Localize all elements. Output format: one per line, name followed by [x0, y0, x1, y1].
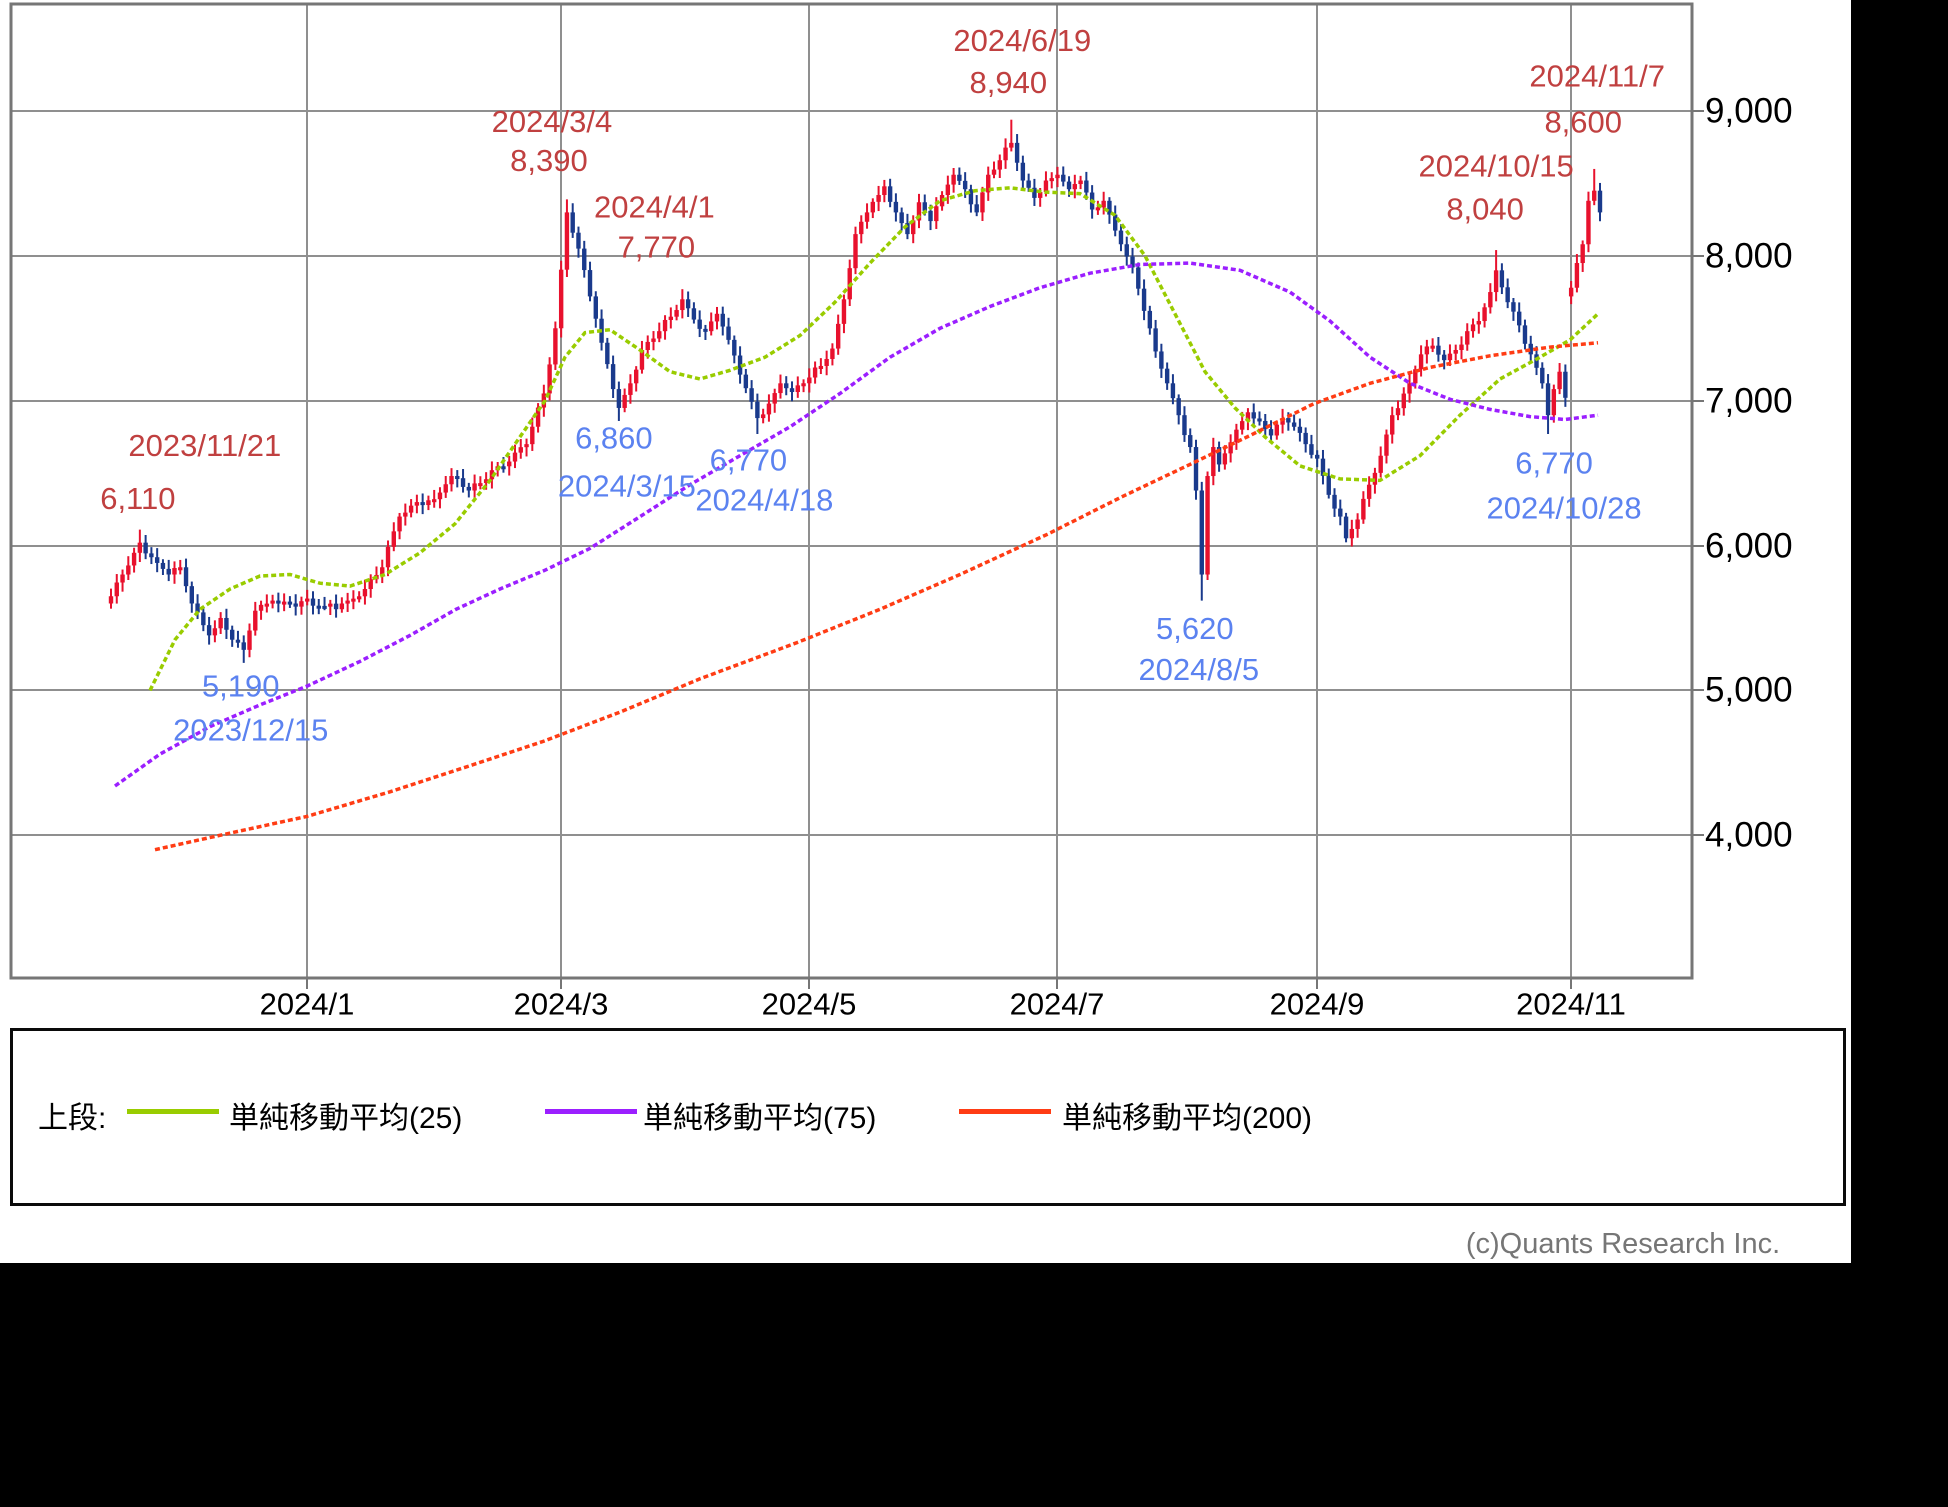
peak-annotation: 8,390	[510, 143, 588, 178]
plot-area	[108, 119, 1603, 852]
peak-annotation: 8,040	[1446, 192, 1524, 227]
legend-row: 上段: 単純移動平均(25) 単純移動平均(75) 単純移動平均(200)	[13, 1093, 1843, 1135]
trough-annotation: 6,860	[575, 420, 653, 455]
peak-annotation: 2024/11/7	[1529, 58, 1665, 93]
x-axis-label: 2024/1	[260, 987, 355, 1022]
y-axis-label: 8,000	[1705, 237, 1793, 276]
trough-annotation: 2024/3/15	[558, 468, 696, 503]
trough-annotation: 5,620	[1156, 611, 1234, 646]
sma75-label: 単純移動平均(75)	[643, 1102, 877, 1135]
y-axis-label: 4,000	[1705, 816, 1793, 855]
sma25-line-swatch	[127, 1109, 219, 1114]
x-axis-label: 2024/5	[762, 987, 857, 1022]
y-axis-label: 9,000	[1705, 92, 1793, 131]
trough-annotation: 2023/12/15	[173, 712, 328, 747]
trough-annotation: 2024/10/28	[1486, 491, 1641, 526]
peak-annotation: 8,940	[970, 65, 1048, 100]
peak-annotation: 2024/3/4	[492, 104, 613, 139]
copyright-text: (c)Quants Research Inc.	[1465, 1228, 1781, 1260]
peak-annotation: 6,110	[100, 481, 175, 516]
sma75-line	[113, 261, 1599, 788]
peak-annotation: 2024/6/19	[953, 23, 1091, 58]
peak-annotation: 2024/10/15	[1419, 149, 1574, 184]
chart-panel: 9,000 8,000 7,000 6,000 5,000 4,000 2024/1 2024…	[0, 0, 1851, 1263]
y-axis-label: 7,000	[1705, 382, 1793, 421]
y-axis-label: 5,000	[1705, 671, 1793, 710]
trough-annotation: 2024/8/5	[1138, 652, 1259, 687]
peak-annotation: 7,770	[618, 230, 696, 265]
x-axis-label: 2024/7	[1010, 987, 1105, 1022]
sma200-line-swatch	[959, 1109, 1051, 1114]
sma25-line	[148, 186, 1600, 692]
y-axis-label: 6,000	[1705, 527, 1793, 566]
sma200-line	[154, 341, 1599, 852]
trough-annotation: 6,770	[1515, 446, 1593, 481]
sma75-line-swatch	[545, 1109, 637, 1114]
legend-box: 上段: 単純移動平均(25) 単純移動平均(75) 単純移動平均(200)	[10, 1028, 1846, 1206]
x-axis-label: 2024/11	[1516, 987, 1626, 1022]
trough-annotation: 2024/4/18	[695, 483, 833, 518]
legend-prefix-label: 上段:	[38, 1102, 107, 1135]
trough-annotation: 6,770	[710, 443, 788, 478]
x-axis-label: 2024/3	[514, 987, 609, 1022]
peak-annotation: 2023/11/21	[128, 428, 281, 463]
sma200-label: 単純移動平均(200)	[1062, 1102, 1313, 1135]
x-axis-label: 2024/9	[1270, 987, 1365, 1022]
trough-annotation: 5,190	[202, 668, 280, 703]
peak-annotation: 8,600	[1544, 104, 1622, 139]
sma25-label: 単純移動平均(25)	[229, 1102, 463, 1135]
peak-annotation: 2024/4/1	[594, 190, 715, 225]
